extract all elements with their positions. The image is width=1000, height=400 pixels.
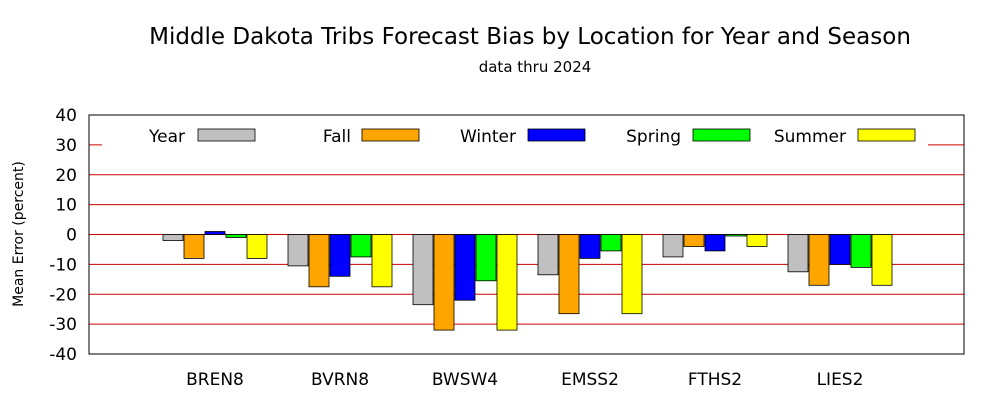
bar-fths2-spring	[725, 234, 747, 237]
legend-label-spring: Spring	[626, 127, 681, 147]
chart-subtitle: data thru 2024	[479, 58, 592, 76]
bar-bwsw4-fall	[433, 234, 455, 331]
bar-emss2-fall	[558, 234, 580, 315]
bar-emss2-summer	[621, 234, 643, 315]
x-tick-label: FTHS2	[688, 370, 742, 390]
bar-fths2-fall	[683, 234, 705, 247]
bar-lies2-spring	[850, 234, 872, 268]
bar-fths2-winter	[704, 234, 726, 252]
bar-emss2-spring	[600, 234, 622, 252]
chart-title: Middle Dakota Tribs Forecast Bias by Loc…	[149, 24, 911, 50]
bar-bren8-summer	[246, 234, 268, 259]
legend-label-winter: Winter	[460, 127, 516, 147]
y-tick-label: 10	[55, 196, 77, 216]
x-tick-label: LIES2	[817, 370, 864, 390]
plot-frame	[88, 114, 965, 355]
bar-bwsw4-year	[412, 234, 434, 306]
y-tick-label: -20	[49, 285, 77, 305]
y-tick-label: 30	[55, 136, 77, 156]
bar-bvrn8-fall	[308, 234, 330, 288]
bar-bren8-year	[162, 234, 184, 241]
y-tick-label: -10	[49, 255, 77, 275]
legend-swatch-year	[197, 128, 256, 142]
y-axis-label: Mean Error (percent)	[11, 161, 27, 307]
bar-lies2-year	[787, 234, 809, 273]
bar-bvrn8-year	[287, 234, 309, 267]
bar-fths2-summer	[746, 234, 768, 247]
y-tick-label: 20	[55, 166, 77, 186]
y-tick-label: 40	[55, 106, 77, 126]
y-tick-label: -40	[49, 345, 77, 365]
bar-lies2-fall	[808, 234, 830, 286]
bar-bren8-spring	[225, 234, 247, 238]
y-tick-label: 0	[66, 226, 77, 246]
legend-label-year: Year	[148, 127, 185, 147]
x-tick-label: EMSS2	[561, 370, 619, 390]
bar-emss2-winter	[579, 234, 601, 259]
legend-swatch-fall	[361, 128, 420, 142]
bar-bwsw4-spring	[475, 234, 497, 282]
x-tick-label: BVRN8	[311, 370, 369, 390]
legend-swatch-winter	[527, 128, 586, 142]
bar-bvrn8-summer	[371, 234, 393, 288]
legend-swatch-summer	[857, 128, 916, 142]
bar-bwsw4-summer	[496, 234, 518, 331]
y-tick-label: -30	[49, 315, 77, 335]
bar-bvrn8-spring	[350, 234, 372, 258]
bar-bvrn8-winter	[329, 234, 351, 277]
bar-bren8-winter	[204, 231, 226, 235]
bar-lies2-winter	[829, 234, 851, 265]
bar-emss2-year	[537, 234, 559, 276]
legend-label-fall: Fall	[323, 127, 351, 147]
x-tick-label: BWSW4	[432, 370, 498, 390]
bar-bren8-fall	[183, 234, 205, 259]
x-tick-label: BREN8	[186, 370, 244, 390]
bar-bwsw4-winter	[454, 234, 476, 301]
legend-swatch-spring	[692, 128, 751, 142]
legend-label-summer: Summer	[774, 127, 846, 147]
bar-fths2-year	[662, 234, 684, 258]
bar-lies2-summer	[871, 234, 893, 286]
